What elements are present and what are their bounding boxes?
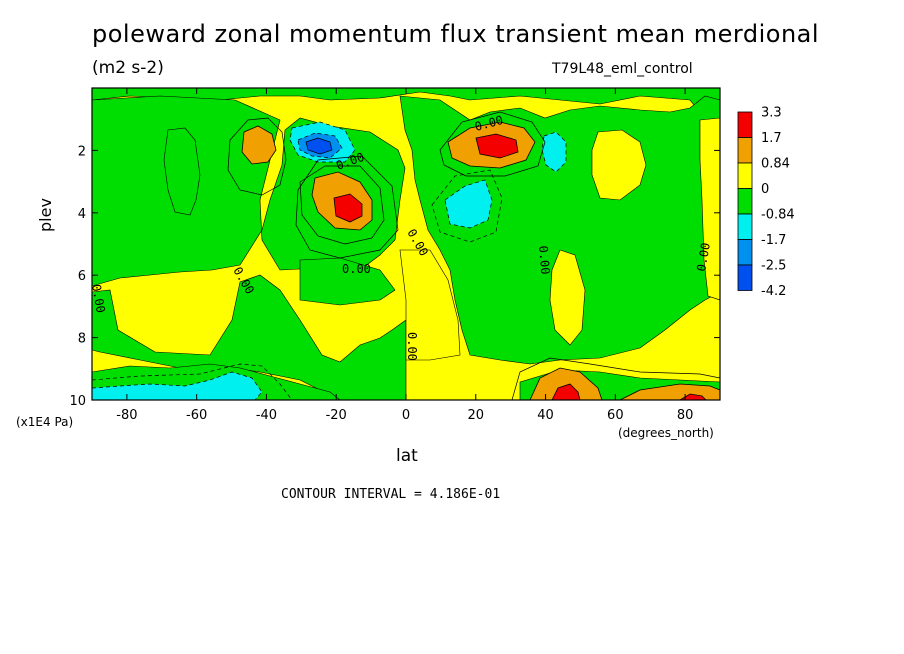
x-tick-label-7: 60 — [607, 408, 624, 423]
contour-lines — [92, 111, 720, 400]
orange-sh-upper-left — [241, 125, 277, 165]
contour-line-sh-upper-left — [227, 117, 287, 196]
x-tick-label-3: -20 — [326, 408, 347, 423]
contour-line-sh-mid-outer — [299, 165, 385, 245]
colorbar-label-6: -2.5 — [761, 259, 786, 274]
y-tick-labels: 2 4 6 8 10 — [69, 144, 86, 409]
y-tick-label-2: 6 — [78, 269, 86, 284]
yellow-equator-mid — [399, 249, 461, 361]
colorbar-swatch-1 — [737, 137, 753, 164]
run-label: T79L48_eml_control — [552, 61, 693, 77]
yellow-nh-right-finger — [699, 117, 720, 301]
colorbar-label-7: -4.2 — [761, 284, 786, 299]
x-axis-unit: (degrees_north) — [618, 426, 714, 440]
green-sh-left-tall — [163, 127, 201, 216]
x-tick-label-0: -80 — [116, 408, 137, 423]
colorbar: 3.3 1.7 0.84 0 -0.84 -1.7 -2.5 -4.2 — [737, 106, 795, 299]
red-regions — [333, 133, 707, 400]
filled-contours — [92, 88, 720, 400]
green-sh-mid-ripples — [299, 257, 396, 306]
contour-line-sh-bottom — [92, 363, 293, 400]
axis-ticks — [92, 88, 720, 401]
x-tick-label-1: -60 — [186, 408, 207, 423]
red-nh-upper-core — [475, 133, 519, 159]
cyan-nh-mid — [444, 179, 493, 229]
contour-label-6: 0.00 — [536, 245, 552, 275]
contour-interval-text: CONTOUR INTERVAL = 4.186E-01 — [281, 487, 501, 502]
colorbar-label-5: -1.7 — [761, 233, 786, 248]
yellow-nh-upper-island — [591, 129, 647, 201]
red-nh-bottom-right-core — [679, 393, 707, 400]
x-tick-label-8: 80 — [677, 408, 694, 423]
cyan-nh-upper — [541, 131, 567, 173]
cyan-sh-bottom — [92, 371, 263, 400]
colorbar-label-2: 0.84 — [761, 157, 790, 172]
colorbar-swatch-5 — [737, 239, 753, 266]
red-nh-bottom-core — [551, 383, 581, 400]
chart-title: poleward zonal momentum flux transient m… — [92, 20, 820, 48]
x-axis-label: lat — [396, 446, 418, 466]
colorbar-swatch-3 — [737, 188, 753, 215]
contour-line-sh-mid-outer2 — [295, 155, 399, 259]
y-axis-unit: (x1E4 Pa) — [16, 415, 74, 429]
x-tick-label-5: 20 — [468, 408, 485, 423]
x-tick-label-2: -40 — [256, 408, 277, 423]
orange-nh-bottom-left — [529, 367, 603, 400]
contour-label-7: 0.00 — [694, 242, 713, 273]
colorbar-label-0: 3.3 — [761, 106, 782, 121]
y-tick-label-4: 10 — [69, 394, 86, 409]
colorbar-label-1: 1.7 — [761, 131, 782, 146]
contour-line-nh-bottom — [511, 357, 720, 400]
colorbar-swatch-0 — [737, 111, 753, 138]
contour-line-nh-upper-outer — [439, 111, 546, 177]
x-tick-label-6: 40 — [537, 408, 554, 423]
contour-label-2: 0.00 — [342, 262, 371, 276]
contour-label-5: 0.00 — [89, 283, 108, 314]
y-tick-label-3: 8 — [78, 332, 86, 347]
chart-units: (m2 s-2) — [92, 58, 164, 78]
y-tick-label-1: 4 — [78, 207, 86, 222]
colorbar-swatch-2 — [737, 162, 753, 189]
colorbar-label-3: 0 — [761, 182, 769, 197]
x-tick-labels: -80 -60 -40 -20 0 20 40 60 80 — [116, 408, 693, 423]
red-sh-mid-core — [333, 193, 363, 223]
yellow-islands — [399, 117, 720, 361]
colorbar-swatch-4 — [737, 213, 753, 240]
dark-blue-sh-upper-core — [305, 137, 333, 155]
contour-label-8: 0.00 — [405, 332, 419, 361]
colorbar-label-4: -0.84 — [761, 208, 795, 223]
y-tick-label-0: 2 — [78, 144, 86, 159]
contour-line-nh-cyan-outer — [431, 169, 503, 243]
x-tick-label-4: 0 — [402, 408, 410, 423]
yellow-nh-mid-finger — [549, 249, 586, 346]
colorbar-swatch-6 — [737, 264, 753, 291]
